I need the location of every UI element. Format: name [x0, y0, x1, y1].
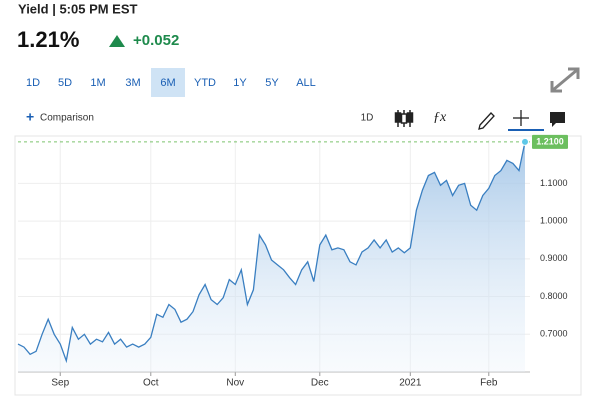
range-button[interactable]: 1M: [90, 77, 105, 89]
range-active-bg: [151, 68, 185, 97]
range-button[interactable]: 5Y: [265, 77, 279, 89]
range-button[interactable]: ALL: [296, 77, 316, 89]
range-button[interactable]: YTD: [194, 77, 216, 89]
y-tick-label: 0.9000: [540, 253, 568, 263]
up-arrow: [109, 35, 125, 47]
x-tick-label: Feb: [480, 378, 498, 389]
comparison-button[interactable]: Comparison: [40, 113, 94, 124]
x-tick-label: Dec: [311, 378, 329, 389]
fx-icon[interactable]: ƒx: [433, 110, 447, 125]
plus-icon[interactable]: +: [26, 109, 34, 125]
range-button[interactable]: 6M: [160, 77, 175, 89]
y-tick-label: 1.0000: [540, 215, 568, 225]
x-tick-label: 2021: [399, 378, 422, 389]
x-tick-label: Sep: [51, 378, 69, 389]
chart-frame: [14, 135, 582, 396]
y-tick-label: 0.7000: [540, 329, 568, 339]
interval-button[interactable]: 1D: [361, 113, 374, 124]
range-button[interactable]: 5D: [58, 77, 72, 89]
candle-icon[interactable]: [394, 110, 414, 127]
y-tick-label: 1.1000: [540, 178, 568, 188]
x-tick-label: Oct: [143, 378, 159, 389]
chart: 0.7000 0.8000 0.9000 1.0000 1.1000 Sep Oct Nov D…: [17, 134, 568, 389]
current-label: 1.2100: [536, 136, 564, 146]
expand-icon[interactable]: [550, 67, 580, 93]
current-label-bg: [532, 134, 568, 149]
quote-title: Yield | 5:05 PM EST: [18, 1, 138, 16]
line: [17, 141, 526, 364]
crosshair-icon[interactable]: [513, 110, 529, 126]
range-button[interactable]: 3M: [125, 77, 140, 89]
range-button[interactable]: 1D: [26, 77, 40, 89]
y-tick-label: 0.8000: [540, 291, 568, 301]
area-fill: [18, 141, 525, 372]
message-icon[interactable]: [550, 112, 565, 127]
x-tick-label: Nov: [226, 378, 244, 389]
price: 1.21%: [17, 27, 79, 52]
range-button[interactable]: 1Y: [233, 77, 247, 89]
range-bar: 1D 5D 1M 3M 6M YTD 1Y 5Y ALL: [26, 68, 316, 97]
draw-icon[interactable]: [478, 112, 495, 130]
current-dot: [521, 137, 529, 146]
price-change: +0.052: [133, 32, 179, 49]
